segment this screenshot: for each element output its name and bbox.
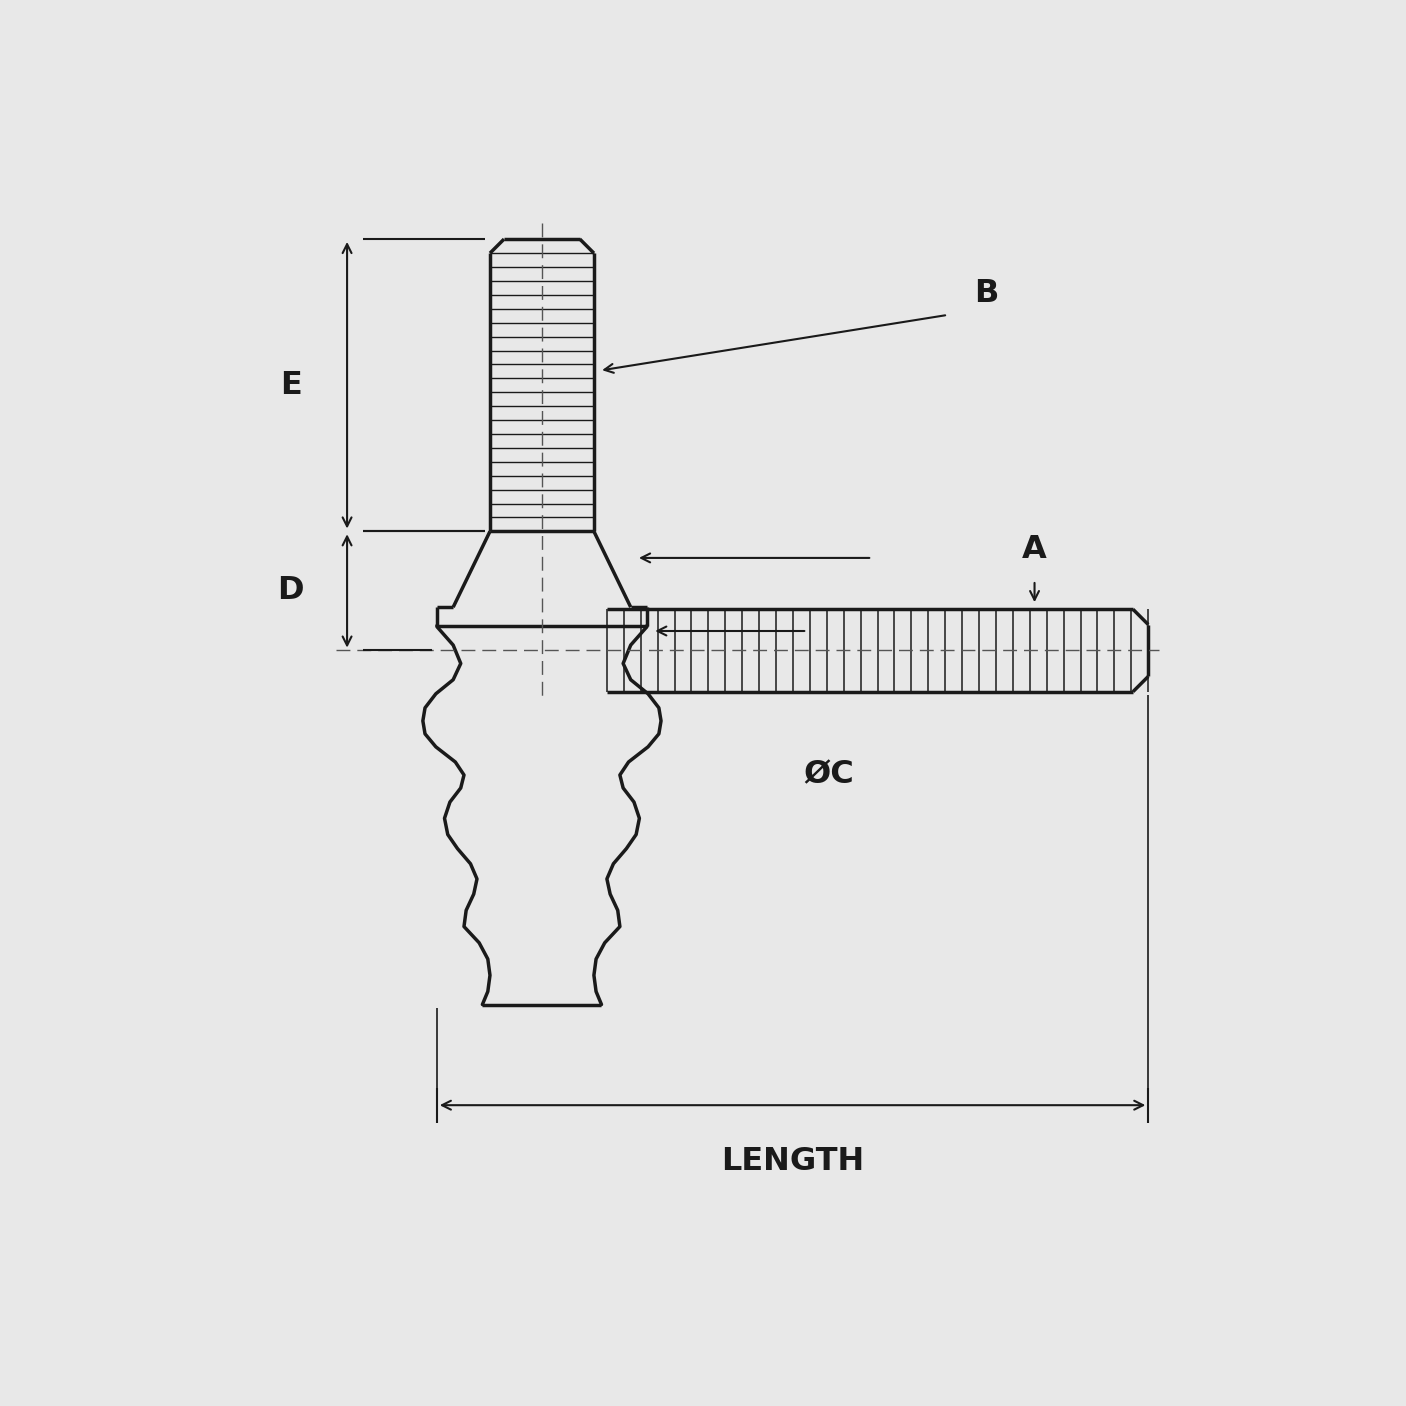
Text: B: B: [973, 278, 998, 309]
Text: LENGTH: LENGTH: [721, 1146, 865, 1177]
Text: E: E: [280, 370, 302, 401]
Text: ØC: ØC: [803, 759, 855, 790]
Text: D: D: [277, 575, 304, 606]
Text: A: A: [1022, 534, 1047, 565]
